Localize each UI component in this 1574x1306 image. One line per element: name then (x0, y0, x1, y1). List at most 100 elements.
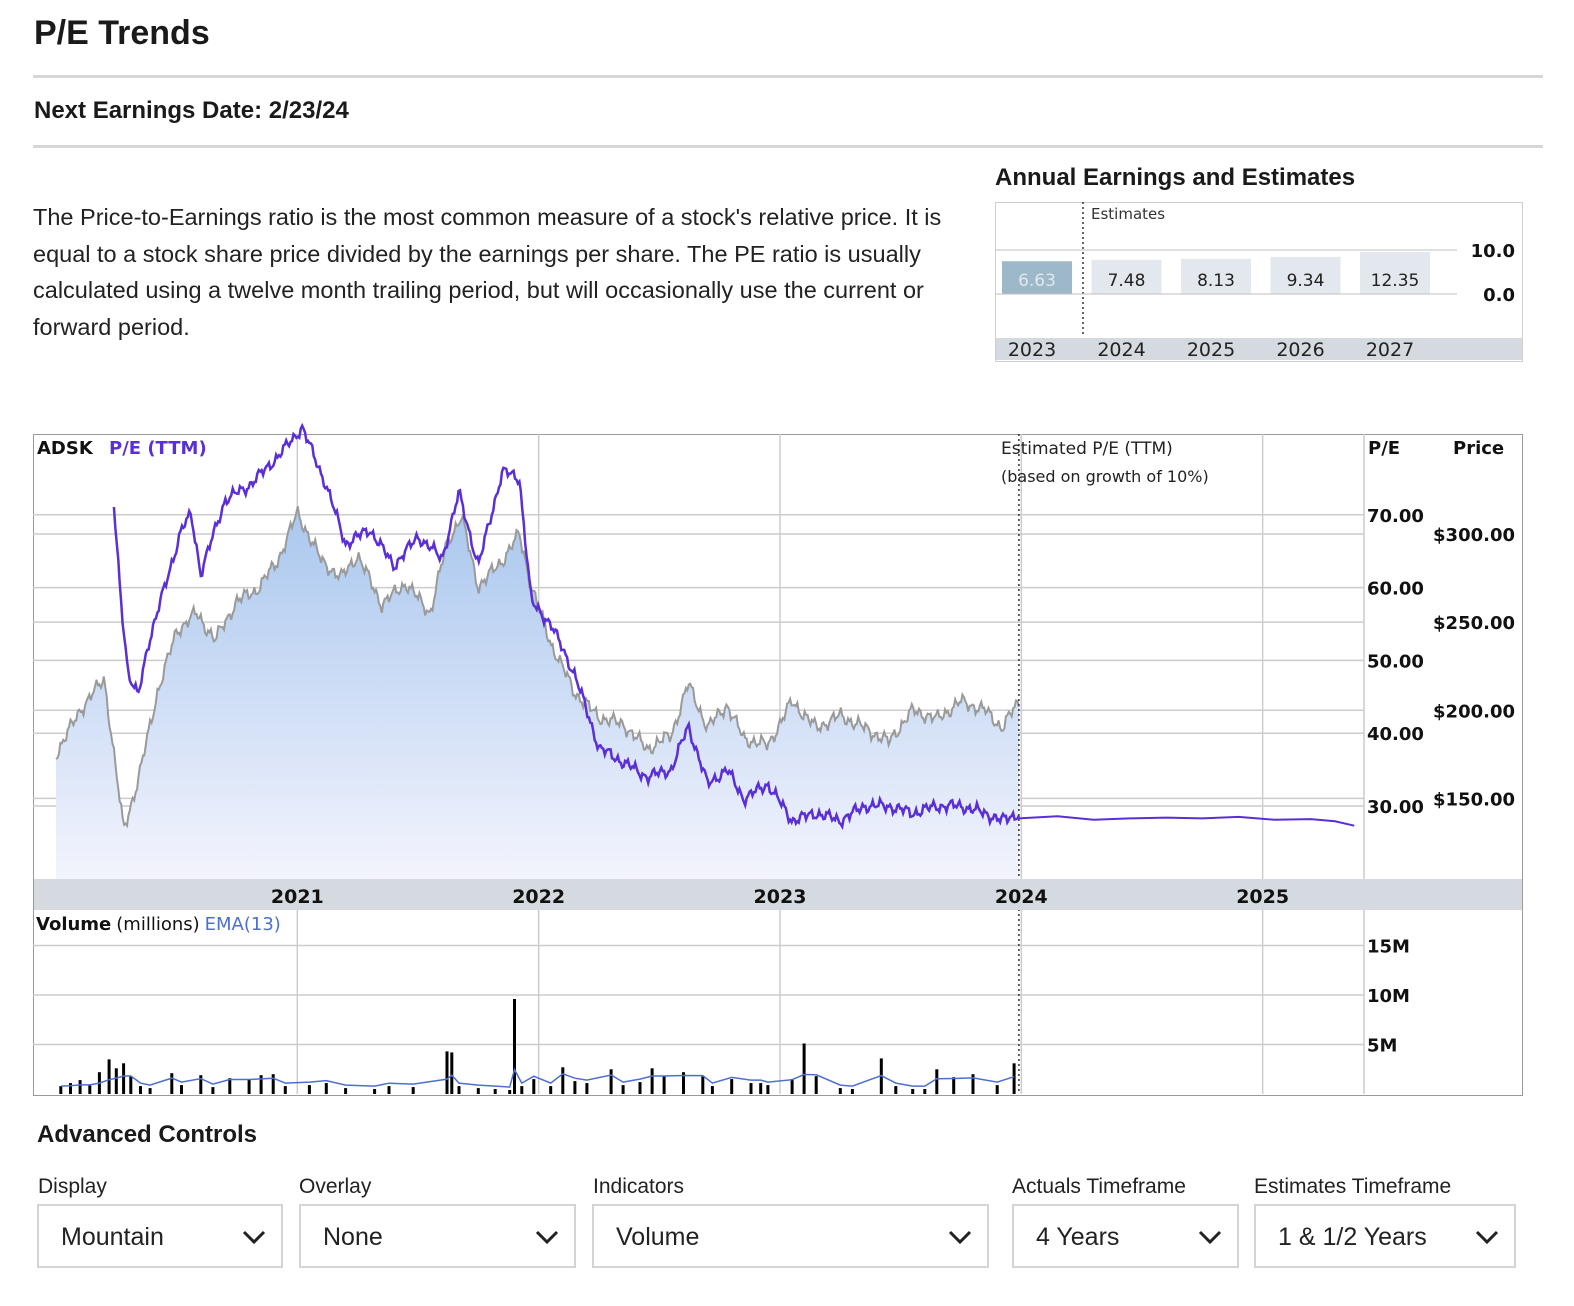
volume-bar (493, 1089, 497, 1094)
pe-tick-label: 60.00 (1367, 579, 1424, 600)
volume-bar (450, 1052, 454, 1094)
volume-bar (894, 1086, 898, 1094)
volume-bar (199, 1075, 203, 1094)
estimates-timeframe-value: 1 & 1/2 Years (1278, 1223, 1427, 1251)
annual-year-label: 2024 (1097, 339, 1145, 361)
volume-bar (790, 1079, 794, 1094)
annual-bar-value: 6.63 (1018, 271, 1056, 291)
advanced-controls-title: Advanced Controls (37, 1121, 258, 1148)
pe-tick-label: 40.00 (1367, 724, 1424, 745)
volume-bar (995, 1085, 999, 1094)
actuals-timeframe-select[interactable]: 4 Years (1012, 1204, 1239, 1268)
estimates-timeframe-label: Estimates Timeframe (1254, 1175, 1452, 1198)
price-tick-label: $200.00 (1433, 701, 1515, 722)
x-axis-label: 2021 (271, 886, 324, 908)
volume-bar (445, 1051, 449, 1094)
volume-bar (814, 1076, 818, 1094)
annual-year-band (996, 338, 1522, 360)
volume-bar (228, 1078, 232, 1094)
volume-bar (561, 1067, 565, 1094)
annual-earnings-chart: 6.63 7.48 8.13 9.34 12.35 Estimates 10.0 0.0… (995, 202, 1523, 362)
pe-axis-title: P/E (1368, 438, 1400, 459)
x-axis-label: 2024 (995, 886, 1048, 908)
volume-bar (170, 1073, 174, 1094)
price-tick-label: $300.00 (1433, 525, 1515, 546)
volume-bar (621, 1085, 625, 1094)
price-area (56, 506, 1019, 879)
volume-bar (148, 1088, 152, 1094)
annual-bar-value: 9.34 (1287, 271, 1325, 291)
estimated-pe-label: Estimated P/E (TTM) (1001, 439, 1173, 459)
price-tick-label: $150.00 (1433, 789, 1515, 810)
display-select[interactable]: Mountain (37, 1204, 283, 1268)
annual-year-label: 2027 (1366, 339, 1414, 361)
x-axis-label: 2023 (754, 886, 807, 908)
volume-bar (247, 1079, 251, 1094)
volume-bar (129, 1076, 133, 1094)
next-earnings-date: Next Earnings Date: 2/23/24 (34, 97, 349, 124)
annual-earnings-title: Annual Earnings and Estimates (995, 164, 1356, 191)
volume-bar (508, 1090, 512, 1094)
indicators-select[interactable]: Volume (592, 1204, 989, 1268)
volume-bar (307, 1085, 311, 1094)
ema-label: EMA(13) (205, 914, 281, 935)
annual-bar-2025: 8.13 (1181, 258, 1251, 294)
annual-bar-2026: 9.34 (1270, 256, 1341, 294)
volume-bar (911, 1089, 915, 1094)
annual-bar-2024: 7.48 (1091, 259, 1162, 294)
volume-bar (373, 1089, 377, 1094)
volume-bar (324, 1083, 328, 1094)
annual-year-label: 2025 (1187, 339, 1235, 361)
earnings-divider (33, 145, 1543, 148)
volume-title: Volume (36, 914, 111, 935)
annual-bar-rect (1181, 258, 1251, 294)
indicators-value: Volume (616, 1223, 700, 1251)
overlay-value: None (323, 1223, 383, 1251)
volume-bar (585, 1083, 589, 1094)
estimated-growth-label: (based on growth of 10%) (1001, 467, 1209, 486)
annual-bar-rect (1360, 252, 1430, 294)
display-label: Display (38, 1175, 107, 1198)
annual-bar-rect (1270, 256, 1341, 294)
pe-series-label: P/E (TTM) (109, 438, 207, 459)
annual-bar-2027: 12.35 (1360, 252, 1430, 294)
volume-bar (662, 1076, 666, 1094)
pe-tick-label: 30.00 (1367, 797, 1424, 818)
page-title: P/E Trends (34, 14, 210, 52)
chevron-down-icon (948, 1230, 972, 1245)
pe-trend-chart: 2021 2022 2023 2024 2025 70.00 60.00 50.00 40.0… (33, 422, 1523, 1096)
volume-bar (211, 1087, 215, 1094)
pe-tick-label: 70.00 (1367, 506, 1424, 527)
overlay-label: Overlay (299, 1175, 372, 1198)
estimated-pe-line (1018, 815, 1355, 827)
overlay-select[interactable]: None (299, 1204, 576, 1268)
x-axis-label: 2025 (1236, 886, 1289, 908)
volume-bar (573, 1081, 577, 1094)
volume-tick-label: 5M (1367, 1036, 1397, 1057)
volume-bar (638, 1082, 642, 1094)
estimates-label: Estimates (1091, 205, 1165, 223)
annual-bar-value: 7.48 (1108, 271, 1146, 291)
date-axis-band (34, 879, 1522, 910)
volume-bar (180, 1085, 183, 1094)
annual-axis-label-0: 0.0 (1483, 285, 1515, 306)
annual-axis-label-10: 10.0 (1471, 241, 1515, 262)
volume-bar (838, 1088, 842, 1094)
volume-bar (609, 1069, 613, 1095)
volume-label: Volume (millions) EMA(13) (36, 914, 281, 935)
annual-bar-rect (1091, 259, 1162, 294)
estimates-timeframe-select[interactable]: 1 & 1/2 Years (1254, 1204, 1516, 1268)
volume-bar (971, 1074, 975, 1094)
volume-bar (952, 1077, 956, 1094)
annual-bar-2023: 6.63 (1002, 261, 1072, 294)
volume-bar (476, 1088, 480, 1094)
annual-year-label: 2023 (1008, 339, 1056, 361)
volume-bar (532, 1079, 536, 1094)
annual-year-label: 2026 (1276, 339, 1324, 361)
chevron-down-icon (535, 1230, 559, 1245)
volume-bar (710, 1086, 714, 1094)
volume-bar (114, 1068, 118, 1094)
volume-bar (387, 1086, 391, 1094)
price-axis-title: Price (1453, 438, 1504, 459)
volume-bar (259, 1075, 263, 1094)
